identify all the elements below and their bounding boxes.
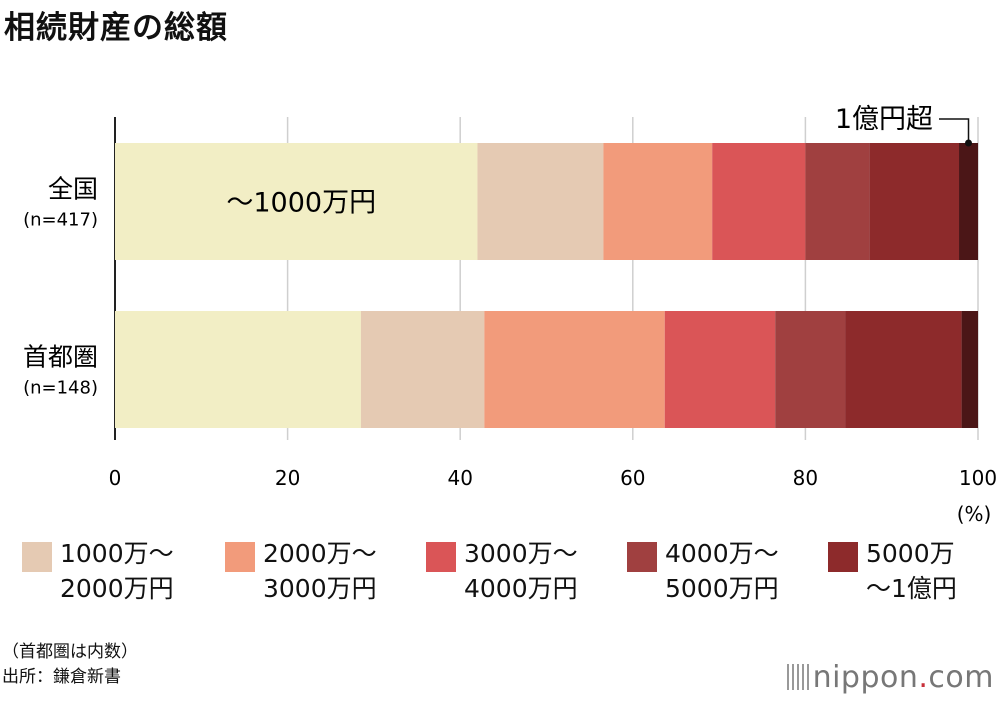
category-labels: 全国 (n=417) 首都圏 (n=148) bbox=[23, 175, 98, 399]
x-tick-label: 0 bbox=[109, 466, 122, 490]
category-label: 首都圏 bbox=[23, 343, 98, 372]
footnote-source: 出所：鎌倉新書 bbox=[2, 667, 121, 687]
x-axis-unit: (%) bbox=[957, 502, 992, 526]
bar-segment bbox=[360, 311, 485, 428]
brand-suffix: com bbox=[928, 660, 994, 695]
legend-swatch bbox=[426, 542, 456, 572]
bars: ～1000万円 bbox=[115, 143, 978, 428]
legend-label: 5000万 ～1億円 bbox=[866, 539, 957, 603]
legend: 1000万～ 2000万円 2000万～ 3000万円 3000万～ 4000万円 4… bbox=[22, 539, 1000, 610]
legend-swatch bbox=[225, 542, 255, 572]
footnote: （首都圏は内数） 出所：鎌倉新書 bbox=[2, 640, 138, 690]
brand-dot: . bbox=[918, 660, 929, 695]
bar-segment bbox=[712, 143, 806, 260]
legend-label: 4000万～ 5000万円 bbox=[665, 539, 779, 603]
x-tick-label: 20 bbox=[275, 466, 300, 490]
bar-segment bbox=[961, 311, 978, 428]
x-tick-label: 40 bbox=[447, 466, 472, 490]
footnote-note: （首都圏は内数） bbox=[2, 642, 138, 662]
brand-logo: nippon.com bbox=[786, 660, 994, 695]
bar-segment bbox=[664, 311, 776, 428]
legend-swatch bbox=[627, 542, 657, 572]
legend-swatch bbox=[828, 542, 858, 572]
x-tick-label: 100 bbox=[959, 466, 997, 490]
stacked-bar-chart: ～1000万円 全国 (n=417) 首都圏 (n=148) 0 20 40 60 80 100… bbox=[23, 104, 997, 526]
x-tick-label: 80 bbox=[793, 466, 818, 490]
chart-title: 相続財産の総額 bbox=[4, 10, 228, 46]
bar-segment bbox=[805, 143, 870, 260]
legend-swatch bbox=[22, 542, 52, 572]
category-label: 全国 bbox=[48, 175, 98, 204]
bar-segment bbox=[959, 143, 978, 260]
category-sample-size: (n=148) bbox=[23, 378, 98, 399]
bar-segment bbox=[603, 143, 713, 260]
category-sample-size: (n=417) bbox=[23, 210, 98, 231]
annotation-over-100m: 1億円超 bbox=[835, 104, 973, 147]
x-tick-label: 60 bbox=[620, 466, 645, 490]
legend-label: 2000万～ 3000万円 bbox=[263, 539, 377, 603]
series-label-over-100m: 1億円超 bbox=[835, 104, 933, 135]
bar-segment bbox=[115, 311, 361, 428]
x-axis-ticks: 0 20 40 60 80 100 bbox=[109, 466, 997, 490]
bar-segment bbox=[845, 311, 962, 428]
brand-mark-icon bbox=[786, 664, 809, 690]
bar-segment bbox=[869, 143, 960, 260]
series-label-under-10m: ～1000万円 bbox=[226, 188, 376, 219]
annotation-dot bbox=[965, 139, 973, 147]
legend-label: 3000万～ 4000万円 bbox=[464, 539, 578, 603]
bar-segment bbox=[477, 143, 604, 260]
annotation-leader-line bbox=[939, 118, 970, 143]
legend-label: 1000万～ 2000万円 bbox=[60, 539, 174, 603]
bar-segment bbox=[484, 311, 665, 428]
brand-name: nippon bbox=[812, 660, 919, 695]
bar-segment bbox=[115, 143, 478, 260]
bar-segment bbox=[775, 311, 846, 428]
